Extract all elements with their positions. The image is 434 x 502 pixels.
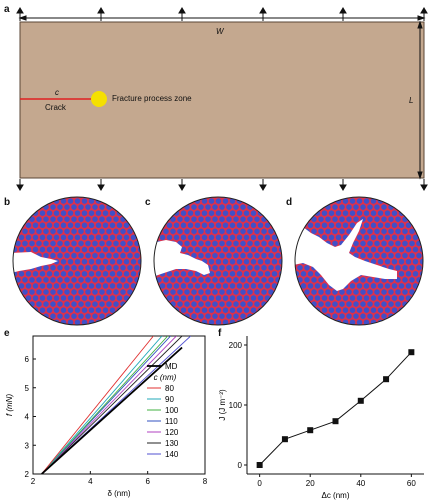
crack-label: Crack bbox=[45, 103, 66, 112]
legend-label-120: 120 bbox=[165, 428, 179, 437]
crack-void bbox=[295, 219, 397, 291]
y-tick-label: 3 bbox=[25, 441, 30, 450]
width-arrow bbox=[18, 15, 426, 21]
bottom-arrows bbox=[16, 179, 428, 191]
y-tick-label: 100 bbox=[229, 401, 243, 410]
series-line-130 bbox=[41, 336, 183, 474]
y-tick-label: 0 bbox=[238, 461, 243, 470]
panel-e-chart: 2 4 6 8 2 3 4 5 6 δ (nm) f (mN) MD c (nm) 80 90 100 110 1… bbox=[5, 335, 208, 498]
y-tick-label: 6 bbox=[25, 355, 30, 364]
fpz-label: Fracture process zone bbox=[112, 94, 192, 103]
x-tick-label: 4 bbox=[88, 477, 93, 486]
x-tick-label: 40 bbox=[356, 479, 365, 488]
length-symbol: L bbox=[409, 96, 414, 105]
series-line-120 bbox=[41, 336, 177, 474]
fracture-process-zone bbox=[91, 91, 107, 107]
panel-f-chart: 0 20 40 60 0 100 200 Δc (nm) J (J m⁻²) bbox=[218, 336, 424, 500]
y-axis-label: J (J m⁻²) bbox=[218, 389, 227, 421]
legend-label-130: 130 bbox=[165, 439, 179, 448]
x-tick-label: 8 bbox=[203, 477, 208, 486]
series-group bbox=[40, 336, 191, 474]
plot-frame bbox=[32, 335, 206, 475]
legend-label-MD: MD bbox=[165, 362, 178, 371]
legend-label-80: 80 bbox=[165, 384, 174, 393]
legend-label-100: 100 bbox=[165, 406, 179, 415]
x-tick-label: 6 bbox=[145, 477, 150, 486]
x-axis-label: δ (nm) bbox=[107, 489, 130, 498]
series-line-90 bbox=[41, 336, 163, 474]
y-axis-label: f (mN) bbox=[5, 394, 14, 417]
x-tick-label: 2 bbox=[31, 477, 36, 486]
series-line-100 bbox=[41, 336, 169, 474]
panel-d-label: d bbox=[286, 197, 293, 208]
crack-void bbox=[154, 240, 210, 277]
data-point bbox=[307, 427, 314, 434]
x-tick-label: 0 bbox=[257, 479, 262, 488]
legend-label-140: 140 bbox=[165, 450, 179, 459]
crack-symbol: c bbox=[55, 88, 59, 97]
panel-c-simulation bbox=[153, 196, 283, 326]
y-tick-label: 4 bbox=[25, 413, 30, 422]
width-symbol: W bbox=[216, 27, 224, 36]
panel-b-label: b bbox=[4, 197, 11, 208]
legend-label-110: 110 bbox=[165, 417, 178, 426]
data-point bbox=[357, 397, 364, 404]
legend-title: c (nm) bbox=[154, 373, 177, 382]
plate bbox=[19, 21, 425, 179]
top-arrows bbox=[16, 7, 428, 21]
x-axis-label: Δc (nm) bbox=[321, 491, 349, 500]
data-point bbox=[332, 418, 339, 425]
panel-f-label: f bbox=[218, 328, 222, 339]
panel-a-diagram bbox=[16, 7, 428, 191]
panel-c-label: c bbox=[145, 197, 151, 208]
y-tick-label: 2 bbox=[25, 470, 30, 479]
panel-a-label: a bbox=[4, 4, 10, 15]
series-line-80 bbox=[41, 336, 154, 474]
data-point bbox=[408, 349, 415, 356]
y-tick-label: 5 bbox=[25, 384, 30, 393]
legend-label-90: 90 bbox=[165, 395, 174, 404]
crack-void bbox=[13, 252, 58, 273]
data-point bbox=[256, 462, 263, 468]
panel-e-label: e bbox=[4, 328, 10, 339]
series-line-MD bbox=[40, 346, 183, 474]
x-tick-label: 60 bbox=[407, 479, 416, 488]
panel-b-simulation bbox=[12, 196, 142, 326]
data-point bbox=[281, 436, 288, 443]
data-point bbox=[383, 376, 390, 383]
y-tick-label: 200 bbox=[229, 341, 243, 350]
x-tick-label: 20 bbox=[306, 479, 315, 488]
panel-d-simulation bbox=[294, 196, 424, 326]
series-line bbox=[259, 351, 412, 466]
length-arrow bbox=[417, 20, 423, 180]
